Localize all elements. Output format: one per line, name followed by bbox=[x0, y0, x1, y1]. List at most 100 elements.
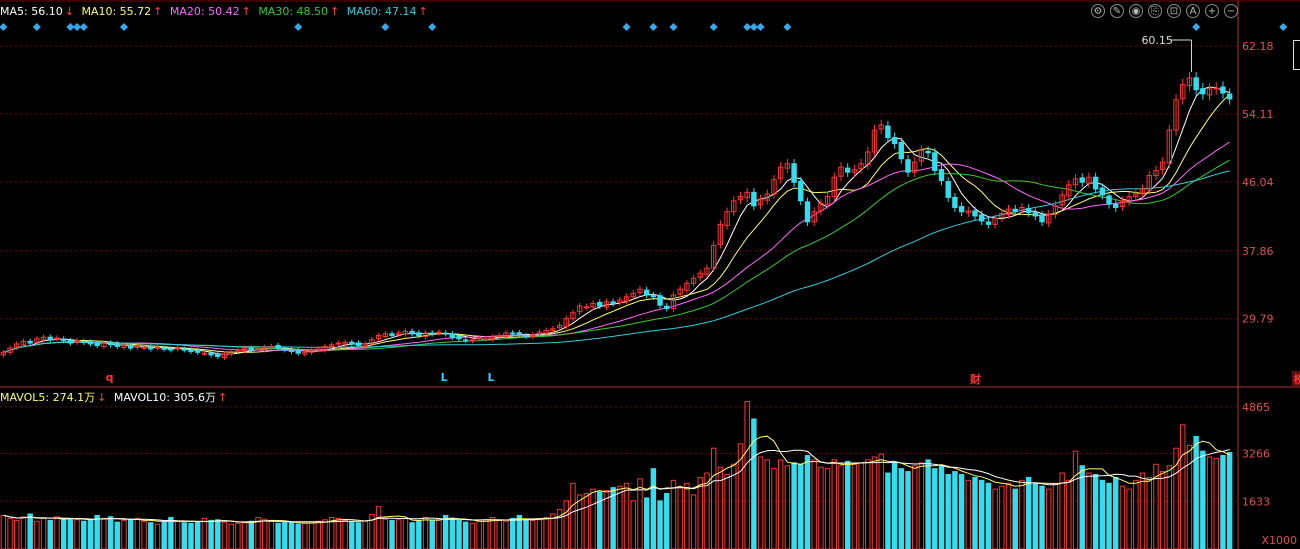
volume-bar[interactable] bbox=[1092, 474, 1099, 549]
candle[interactable] bbox=[261, 346, 268, 351]
candle[interactable] bbox=[1153, 169, 1159, 177]
candle[interactable] bbox=[1133, 193, 1139, 198]
candle[interactable] bbox=[60, 338, 67, 342]
volume-bar[interactable] bbox=[764, 459, 770, 549]
volume-bar[interactable] bbox=[208, 519, 214, 549]
candle[interactable] bbox=[831, 176, 837, 198]
volume-bar[interactable] bbox=[328, 516, 335, 549]
volume-bar[interactable] bbox=[67, 517, 74, 549]
volume-bar[interactable] bbox=[556, 509, 563, 549]
candle[interactable] bbox=[302, 351, 308, 355]
candle[interactable] bbox=[851, 169, 858, 173]
volume-bar[interactable] bbox=[563, 500, 569, 549]
candle[interactable] bbox=[288, 349, 295, 352]
candle[interactable] bbox=[818, 202, 824, 212]
volume-bar[interactable] bbox=[650, 468, 657, 549]
volume-bar[interactable] bbox=[1193, 436, 1199, 549]
volume-bar[interactable] bbox=[999, 485, 1005, 549]
candle[interactable] bbox=[932, 152, 938, 171]
candle[interactable] bbox=[603, 301, 610, 308]
volume-bar[interactable] bbox=[1079, 465, 1085, 549]
candle[interactable] bbox=[181, 348, 187, 351]
candle[interactable] bbox=[1066, 184, 1072, 197]
candle[interactable] bbox=[697, 272, 703, 278]
volume-bar[interactable] bbox=[429, 519, 435, 549]
volume-bar[interactable] bbox=[1119, 485, 1126, 549]
candle[interactable] bbox=[221, 353, 228, 359]
volume-bar[interactable] bbox=[911, 465, 918, 549]
candle[interactable] bbox=[489, 336, 496, 340]
volume-bar[interactable] bbox=[523, 518, 529, 549]
candle[interactable] bbox=[369, 339, 375, 345]
volume-bar[interactable] bbox=[958, 474, 965, 549]
volume-bar[interactable] bbox=[617, 485, 623, 549]
candle[interactable] bbox=[121, 345, 127, 348]
candle[interactable] bbox=[94, 342, 100, 347]
candle[interactable] bbox=[1099, 187, 1106, 196]
volume-bar[interactable] bbox=[590, 488, 596, 549]
volume-bar[interactable] bbox=[509, 517, 516, 549]
candle[interactable] bbox=[784, 163, 791, 169]
volume-bar[interactable] bbox=[1052, 482, 1059, 549]
candle[interactable] bbox=[617, 299, 623, 303]
volume-bar[interactable] bbox=[476, 520, 482, 549]
volume-bar[interactable] bbox=[228, 523, 234, 549]
candle[interactable] bbox=[1079, 177, 1085, 183]
candle[interactable] bbox=[0, 351, 7, 356]
volume-bar[interactable] bbox=[261, 518, 268, 549]
volume-bar[interactable] bbox=[1159, 471, 1166, 549]
volume-bar[interactable] bbox=[1166, 465, 1173, 549]
candle[interactable] bbox=[985, 221, 992, 225]
volume-bar[interactable] bbox=[824, 468, 831, 549]
candle[interactable] bbox=[824, 196, 831, 205]
volume-bar[interactable] bbox=[47, 519, 53, 549]
candle[interactable] bbox=[1012, 208, 1018, 213]
volume-bar[interactable] bbox=[255, 516, 261, 549]
candle[interactable] bbox=[610, 301, 616, 304]
volume-bar[interactable] bbox=[349, 521, 355, 549]
candle[interactable] bbox=[764, 193, 770, 201]
volume-bar[interactable] bbox=[121, 519, 127, 549]
volume-bar[interactable] bbox=[215, 519, 221, 549]
volume-bar[interactable] bbox=[74, 519, 80, 549]
candle[interactable] bbox=[744, 191, 750, 199]
volume-bar[interactable] bbox=[670, 479, 677, 549]
volume-bar[interactable] bbox=[148, 522, 154, 549]
volume-bar[interactable] bbox=[677, 487, 683, 549]
volume-bar[interactable] bbox=[844, 460, 851, 549]
candle[interactable] bbox=[911, 161, 918, 173]
volume-bar[interactable] bbox=[992, 488, 998, 549]
candle[interactable] bbox=[1092, 176, 1099, 190]
candle[interactable] bbox=[255, 348, 261, 351]
volume-bar[interactable] bbox=[637, 478, 643, 549]
candle[interactable] bbox=[409, 330, 415, 335]
candle[interactable] bbox=[650, 294, 657, 298]
candle[interactable] bbox=[248, 347, 255, 352]
settings-icon[interactable]: ⚙ bbox=[1091, 4, 1105, 18]
candle[interactable] bbox=[811, 211, 817, 223]
volume-bar[interactable] bbox=[697, 476, 703, 549]
text-icon[interactable]: A bbox=[1186, 4, 1200, 18]
volume-bar[interactable] bbox=[1206, 456, 1213, 549]
volume-bar[interactable] bbox=[583, 492, 590, 549]
volume-bar[interactable] bbox=[288, 521, 295, 549]
volume-bar[interactable] bbox=[362, 520, 368, 549]
volume-bar[interactable] bbox=[161, 520, 167, 549]
candle[interactable] bbox=[570, 312, 576, 320]
candle[interactable] bbox=[463, 339, 469, 342]
candle[interactable] bbox=[34, 338, 40, 343]
candle[interactable] bbox=[1139, 188, 1146, 194]
volume-bar[interactable] bbox=[302, 522, 308, 549]
volume-bar[interactable] bbox=[938, 465, 945, 549]
volume-bar[interactable] bbox=[248, 520, 255, 549]
candle[interactable] bbox=[429, 332, 435, 335]
candle[interactable] bbox=[416, 332, 422, 336]
candle[interactable] bbox=[355, 342, 362, 347]
volume-bar[interactable] bbox=[1012, 488, 1018, 549]
volume-bar[interactable] bbox=[570, 482, 576, 549]
candlestick-series[interactable] bbox=[0, 71, 1233, 361]
volume-bar[interactable] bbox=[483, 519, 489, 549]
candle[interactable] bbox=[208, 352, 214, 356]
candle[interactable] bbox=[530, 334, 536, 337]
candle[interactable] bbox=[556, 324, 563, 329]
